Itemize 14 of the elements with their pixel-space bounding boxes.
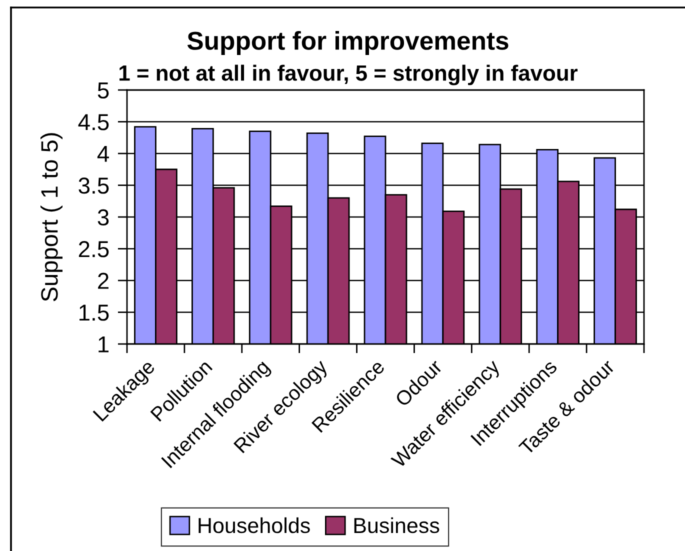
y-tick-label: 1 <box>98 336 109 352</box>
y-tick-label: 2.5 <box>78 241 109 258</box>
y-tick-label: 3 <box>98 209 109 226</box>
y-tick-label: 1.5 <box>80 304 109 321</box>
legend-label: Business <box>354 517 440 534</box>
chart-title: Support for improvements <box>187 31 508 55</box>
y-tick-label: 4.5 <box>78 114 109 130</box>
chart-subtitle: 1 = not at all in favour, 5 = strongly in favour <box>120 64 578 86</box>
y-tick-label: 3.5 <box>78 178 109 194</box>
y-tick-label: 4 <box>97 146 109 162</box>
legend-label: Households <box>198 517 310 534</box>
y-axis-title: Support ( 1 to 5) <box>40 133 63 302</box>
y-tick-label: 5 <box>98 82 109 99</box>
y-tick-label: 2 <box>98 272 108 289</box>
